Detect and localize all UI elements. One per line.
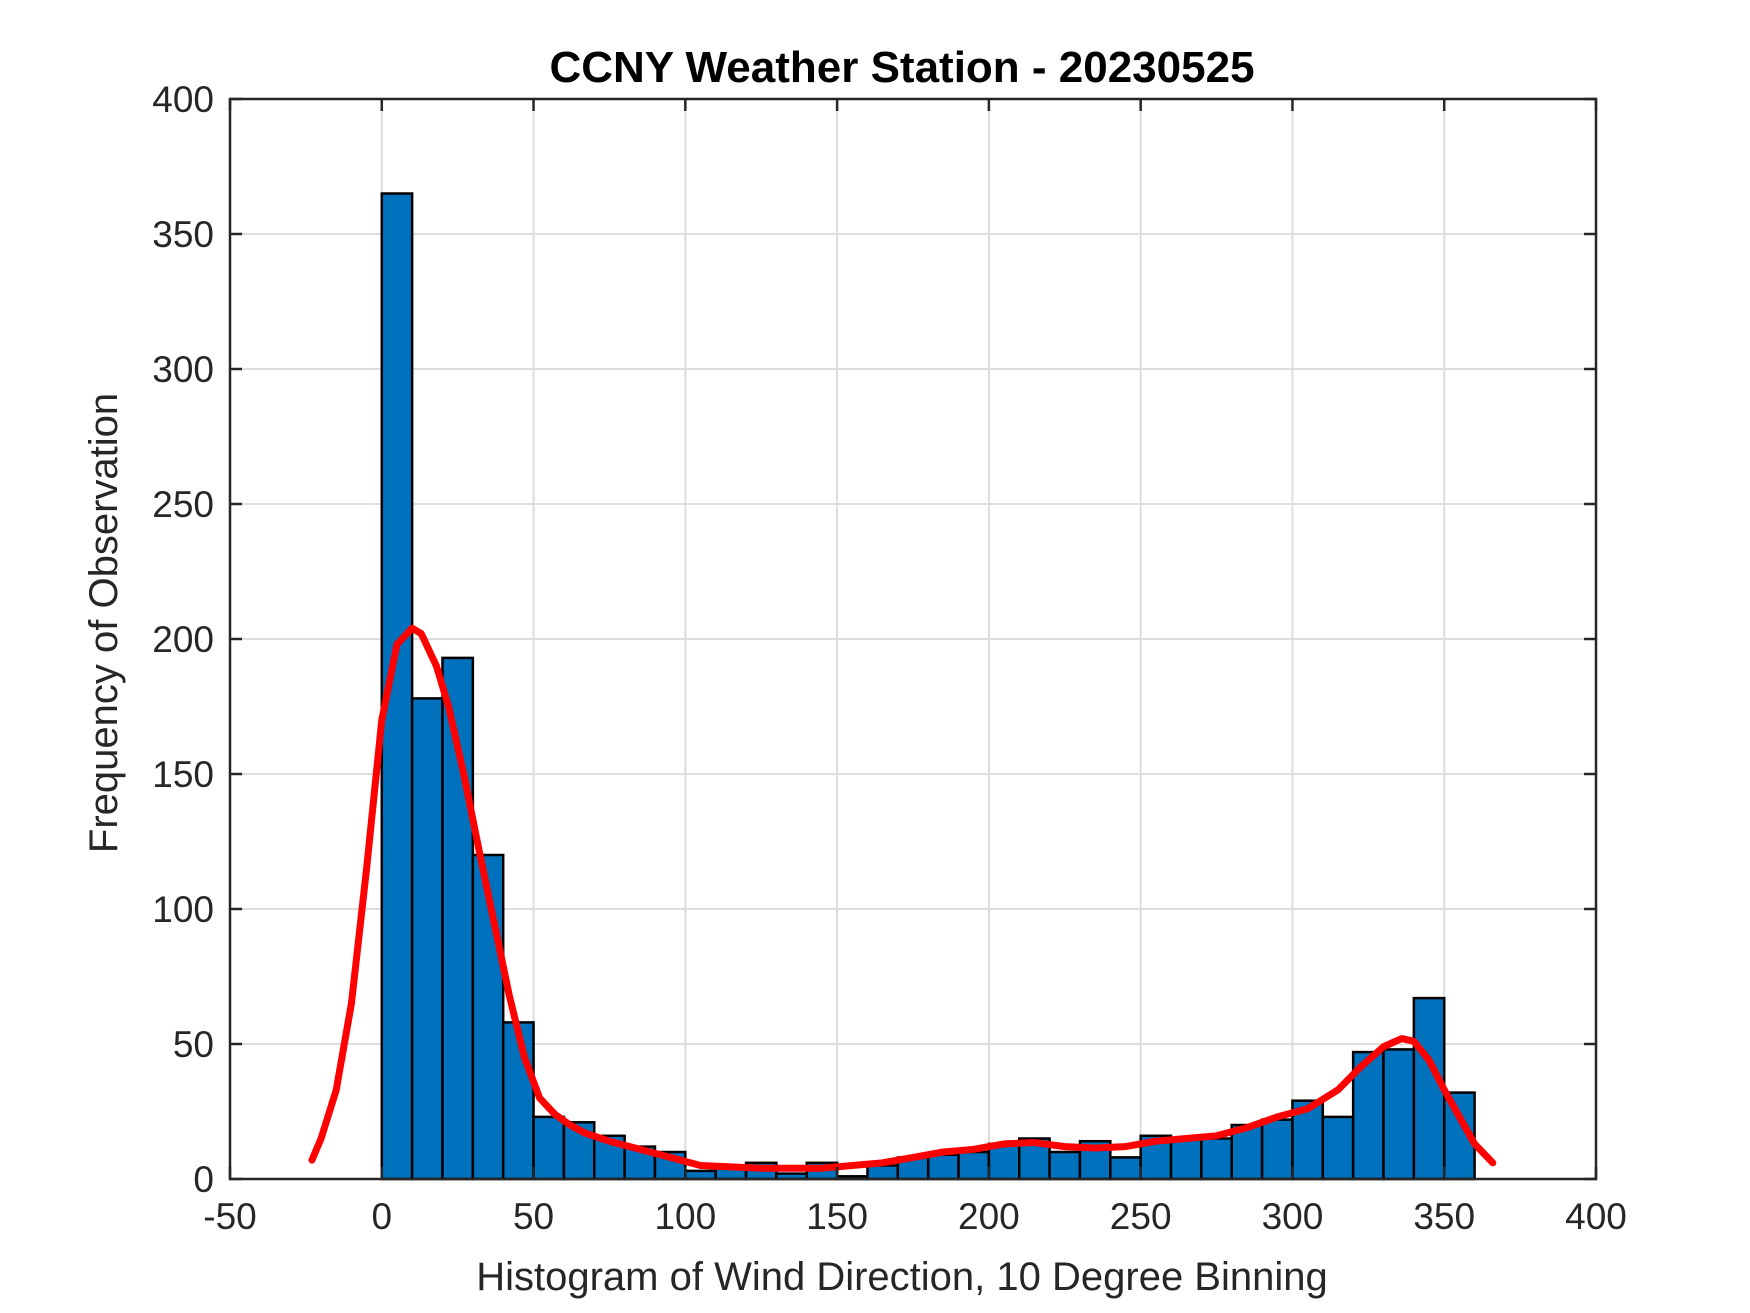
histogram-bar: [866, 1164, 900, 1181]
x-tick-label: 400: [1565, 1196, 1627, 1237]
tick-labels: -50 0 50 100 150 200 250 300 350 4000501001502002…: [152, 79, 1627, 1237]
histogram-bar: [1200, 1137, 1233, 1181]
fit-curve-line: [308, 624, 1497, 1172]
x-tick-label: -50: [203, 1196, 256, 1237]
axes: [228, 97, 1598, 1181]
x-tick-label: 300: [1262, 1196, 1324, 1237]
x-tick-label: 50: [513, 1196, 554, 1237]
y-tick-label: 100: [152, 889, 214, 930]
x-tick-label: 0: [371, 1196, 392, 1237]
x-tick-label: 100: [654, 1196, 716, 1237]
histogram-bar: [1109, 1156, 1142, 1181]
y-tick-label: 150: [152, 754, 214, 795]
y-tick-label: 400: [152, 79, 214, 120]
histogram-bar: [532, 1115, 566, 1181]
y-tick-label: 200: [152, 619, 214, 660]
histogram-bar: [1442, 1091, 1476, 1181]
y-tick-label: 350: [152, 214, 214, 255]
histogram-bar: [1048, 1150, 1082, 1181]
histogram-bar: [410, 697, 444, 1181]
histogram-bar: [1321, 1115, 1355, 1181]
y-tick-label: 50: [173, 1024, 214, 1065]
histogram-bar: [926, 1153, 960, 1181]
x-tick-label: 150: [806, 1196, 868, 1237]
y-tick-label: 0: [193, 1159, 214, 1200]
y-tick-label: 250: [152, 484, 214, 525]
x-tick-label: 350: [1413, 1196, 1475, 1237]
x-tick-label: 250: [1110, 1196, 1172, 1237]
x-tick-label: 200: [958, 1196, 1020, 1237]
histogram-bar: [957, 1150, 991, 1181]
histogram-bar: [1169, 1137, 1203, 1181]
histogram-bar: [1382, 1048, 1416, 1181]
chart-title: CCNY Weather Station - 20230525: [549, 43, 1254, 92]
histogram-bar: [1260, 1118, 1294, 1181]
fit-curve-layer: [308, 624, 1497, 1172]
y-axis-label: Frequency of Observation: [82, 393, 126, 853]
x-axis-label: Histogram of Wind Direction, 10 Degree B…: [476, 1255, 1328, 1299]
y-tick-label: 300: [152, 349, 214, 390]
